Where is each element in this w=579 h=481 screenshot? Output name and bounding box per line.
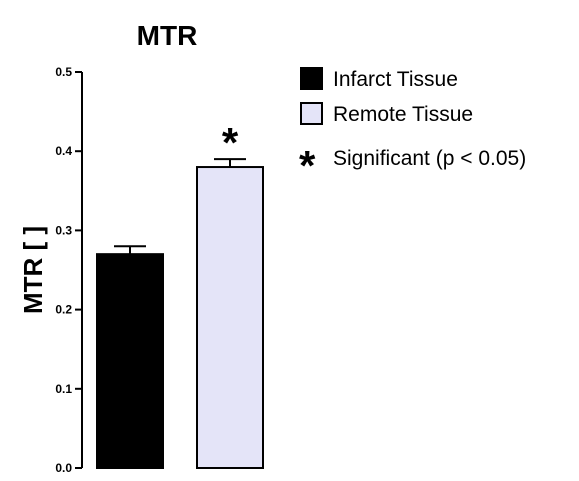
y-axis-label: MTR [ ] — [18, 226, 48, 314]
y-tick-label: 0.0 — [55, 461, 72, 475]
legend-significance-symbol: * — [299, 142, 316, 189]
bars: * — [96, 119, 264, 469]
y-tick-label: 0.5 — [55, 65, 72, 79]
legend-significance-label: Significant (p < 0.05) — [333, 147, 526, 170]
y-tick-label: 0.3 — [55, 223, 72, 237]
legend-swatch-remote — [300, 102, 323, 125]
y-tick-label: 0.4 — [55, 144, 72, 158]
y-tick-label: 0.1 — [55, 382, 72, 396]
legend-label-infarct: Infarct Tissue — [333, 68, 458, 91]
chart-title: MTR — [137, 20, 198, 51]
significance-marker-1: * — [222, 119, 239, 166]
y-tick-label: 0.2 — [55, 303, 72, 317]
bar-0 — [96, 253, 164, 469]
legend-label-remote: Remote Tissue — [333, 103, 473, 126]
y-axis-ticks: 0.0 0.1 0.2 0.3 0.4 0.5 — [55, 65, 82, 475]
legend-swatch-infarct — [300, 67, 323, 90]
legend: Infarct Tissue Remote Tissue * Significa… — [299, 67, 526, 189]
bar-1 — [196, 166, 264, 469]
